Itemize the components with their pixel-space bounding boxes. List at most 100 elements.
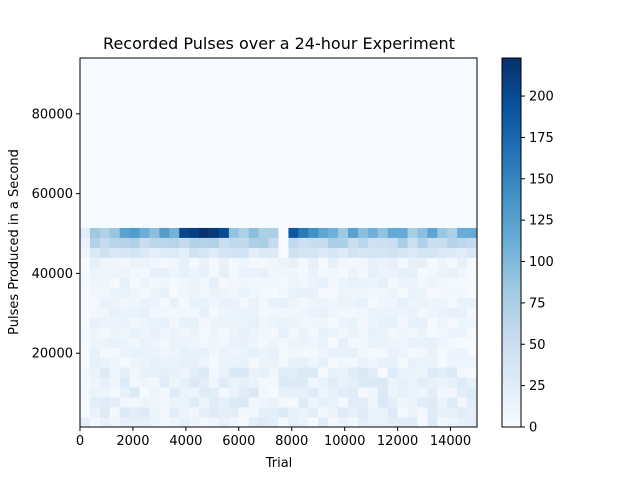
- heatmap-cell: [80, 217, 91, 228]
- heatmap-cell: [437, 227, 448, 238]
- heatmap-cell: [328, 317, 339, 328]
- heatmap-cell: [278, 297, 289, 308]
- heatmap-cell: [467, 127, 478, 139]
- heatmap-cell: [278, 227, 289, 238]
- heatmap-cell: [467, 117, 478, 129]
- heatmap-cell: [298, 77, 309, 89]
- heatmap-cell: [288, 157, 299, 169]
- heatmap-cell: [238, 77, 250, 89]
- heatmap-cell: [258, 257, 269, 268]
- heatmap-cell: [467, 67, 478, 79]
- heatmap-cell: [129, 137, 140, 149]
- heatmap-cell: [347, 197, 359, 208]
- heatmap-cell: [318, 97, 329, 109]
- heatmap-cell: [447, 77, 458, 89]
- heatmap-cell: [129, 197, 140, 208]
- heatmap-cell: [99, 347, 111, 358]
- heatmap-cell: [209, 287, 220, 298]
- heatmap-cell: [199, 97, 210, 109]
- heatmap-cell: [109, 327, 121, 338]
- heatmap-cell: [268, 167, 279, 179]
- heatmap-cell: [119, 237, 131, 248]
- heatmap-cell: [268, 97, 279, 109]
- heatmap-cell: [119, 267, 131, 278]
- heatmap-cell: [238, 277, 250, 288]
- heatmap-cell: [159, 367, 170, 378]
- heatmap-cell: [298, 347, 309, 358]
- heatmap-cell: [417, 77, 428, 89]
- heatmap-cell: [437, 317, 448, 328]
- heatmap-cell: [328, 237, 339, 248]
- heatmap-cell: [109, 377, 121, 388]
- heatmap-cell: [209, 107, 220, 119]
- heatmap-cell: [89, 257, 101, 268]
- heatmap-cell: [328, 177, 339, 189]
- heatmap-cell: [179, 307, 190, 318]
- heatmap-cell: [387, 58, 398, 69]
- heatmap-cell: [248, 307, 260, 318]
- heatmap-cell: [318, 177, 329, 189]
- heatmap-cell: [80, 67, 91, 79]
- heatmap-cell: [367, 377, 379, 388]
- heatmap-cell: [149, 317, 160, 328]
- heatmap-cell: [288, 197, 299, 208]
- heatmap-cell: [258, 307, 269, 318]
- heatmap-cell: [347, 377, 359, 388]
- heatmap-cell: [149, 237, 160, 248]
- heatmap-cell: [209, 67, 220, 79]
- heatmap-cell: [357, 217, 369, 228]
- heatmap-cell: [179, 207, 190, 218]
- heatmap-cell: [209, 257, 220, 268]
- heatmap-cell: [457, 307, 468, 318]
- heatmap-cell: [377, 367, 389, 378]
- heatmap-cell: [129, 327, 140, 338]
- heatmap-cell: [417, 357, 428, 368]
- heatmap-cell: [89, 347, 101, 358]
- heatmap-cell: [159, 147, 170, 159]
- heatmap-cell: [218, 257, 230, 268]
- heatmap-cell: [258, 367, 269, 378]
- heatmap-cell: [407, 327, 418, 338]
- heatmap-cell: [308, 227, 319, 238]
- heatmap-cell: [288, 377, 299, 388]
- heatmap-cell: [407, 367, 418, 378]
- heatmap-cell: [139, 207, 150, 218]
- heatmap-cell: [357, 207, 369, 218]
- heatmap-cell: [169, 107, 180, 119]
- heatmap-cell: [248, 207, 260, 218]
- heatmap-cell: [447, 187, 458, 199]
- heatmap-cell: [159, 347, 170, 358]
- heatmap-cell: [159, 287, 170, 298]
- heatmap-cell: [268, 417, 279, 428]
- heatmap-cell: [129, 67, 140, 79]
- heatmap-cell: [397, 67, 408, 79]
- heatmap-cell: [467, 207, 478, 218]
- heatmap-cell: [437, 87, 448, 99]
- heatmap-cell: [218, 77, 230, 89]
- heatmap-cell: [80, 87, 91, 99]
- heatmap-cell: [139, 337, 150, 348]
- heatmap-cell: [338, 287, 349, 298]
- heatmap-cell: [367, 357, 379, 368]
- heatmap-cell: [189, 137, 200, 149]
- heatmap-cell: [447, 327, 458, 338]
- heatmap-cell: [298, 167, 309, 179]
- heatmap-cell: [268, 317, 279, 328]
- heatmap-cell: [99, 387, 111, 398]
- heatmap-cell: [347, 157, 359, 169]
- heatmap-cell: [119, 227, 131, 238]
- heatmap-cell: [189, 107, 200, 119]
- heatmap-cell: [258, 267, 269, 278]
- colorbar-tick-label: 50: [529, 338, 546, 353]
- heatmap-cell: [189, 397, 200, 408]
- heatmap-cell: [139, 387, 150, 398]
- heatmap-cell: [99, 317, 111, 328]
- heatmap-cell: [387, 217, 398, 228]
- heatmap-cell: [159, 67, 170, 79]
- heatmap-cell: [109, 197, 121, 208]
- heatmap-cell: [268, 137, 279, 149]
- heatmap-cell: [139, 67, 150, 79]
- heatmap-cell: [268, 117, 279, 129]
- heatmap-cell: [377, 137, 389, 149]
- heatmap-cell: [189, 117, 200, 129]
